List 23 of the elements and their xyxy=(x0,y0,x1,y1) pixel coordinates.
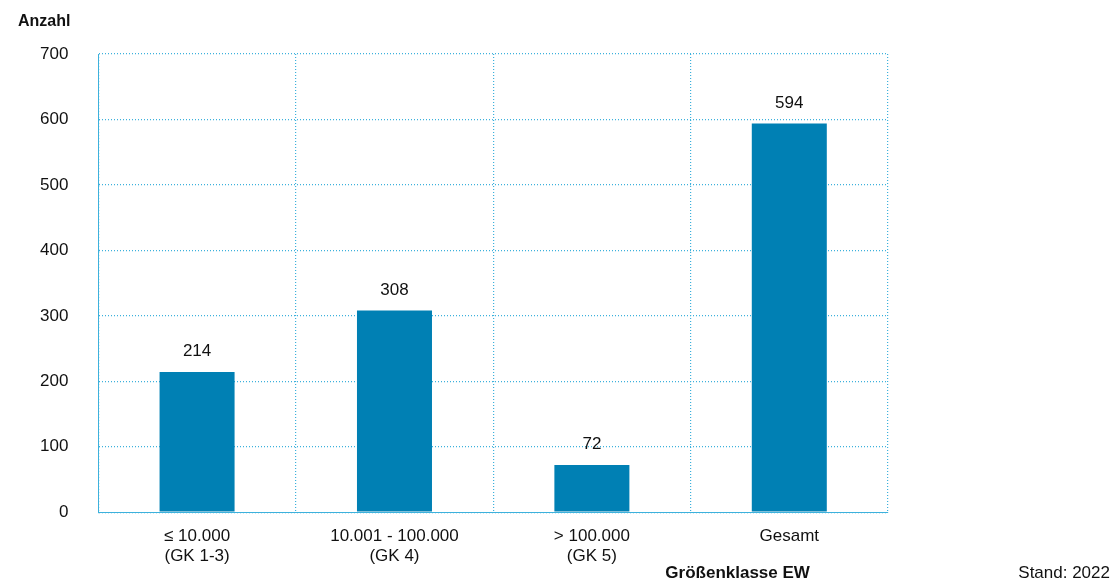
x-tick-label: > 100.000 (GK 5) xyxy=(553,526,630,566)
x-axis-title: Größenklasse EW xyxy=(665,562,811,582)
y-tick-label: 300 xyxy=(39,305,69,325)
x-tick-label: 10.001 - 100.000 (GK 4) xyxy=(330,526,459,566)
bar xyxy=(554,465,630,512)
bar xyxy=(751,123,827,512)
y-tick-label: 100 xyxy=(39,436,69,456)
y-tick-label: 200 xyxy=(39,370,69,390)
y-tick-label: 400 xyxy=(39,240,69,260)
data-label: 214 xyxy=(182,341,212,361)
y-tick-label: 0 xyxy=(58,501,69,521)
x-tick-label: Gesamt xyxy=(759,526,820,546)
data-label: 308 xyxy=(380,279,409,299)
data-label: 594 xyxy=(775,92,804,112)
data-label: 72 xyxy=(582,434,602,454)
bar xyxy=(159,372,235,512)
x-tick-label: ≤ 10.000 (GK 1-3) xyxy=(164,526,231,566)
y-axis-title: Anzahl xyxy=(18,12,71,30)
y-tick-label: 700 xyxy=(39,43,69,63)
bar xyxy=(356,310,432,512)
y-tick-label: 600 xyxy=(39,109,69,129)
text: Stand: 2022 xyxy=(1018,562,1110,582)
y-tick-label: 500 xyxy=(39,174,69,194)
